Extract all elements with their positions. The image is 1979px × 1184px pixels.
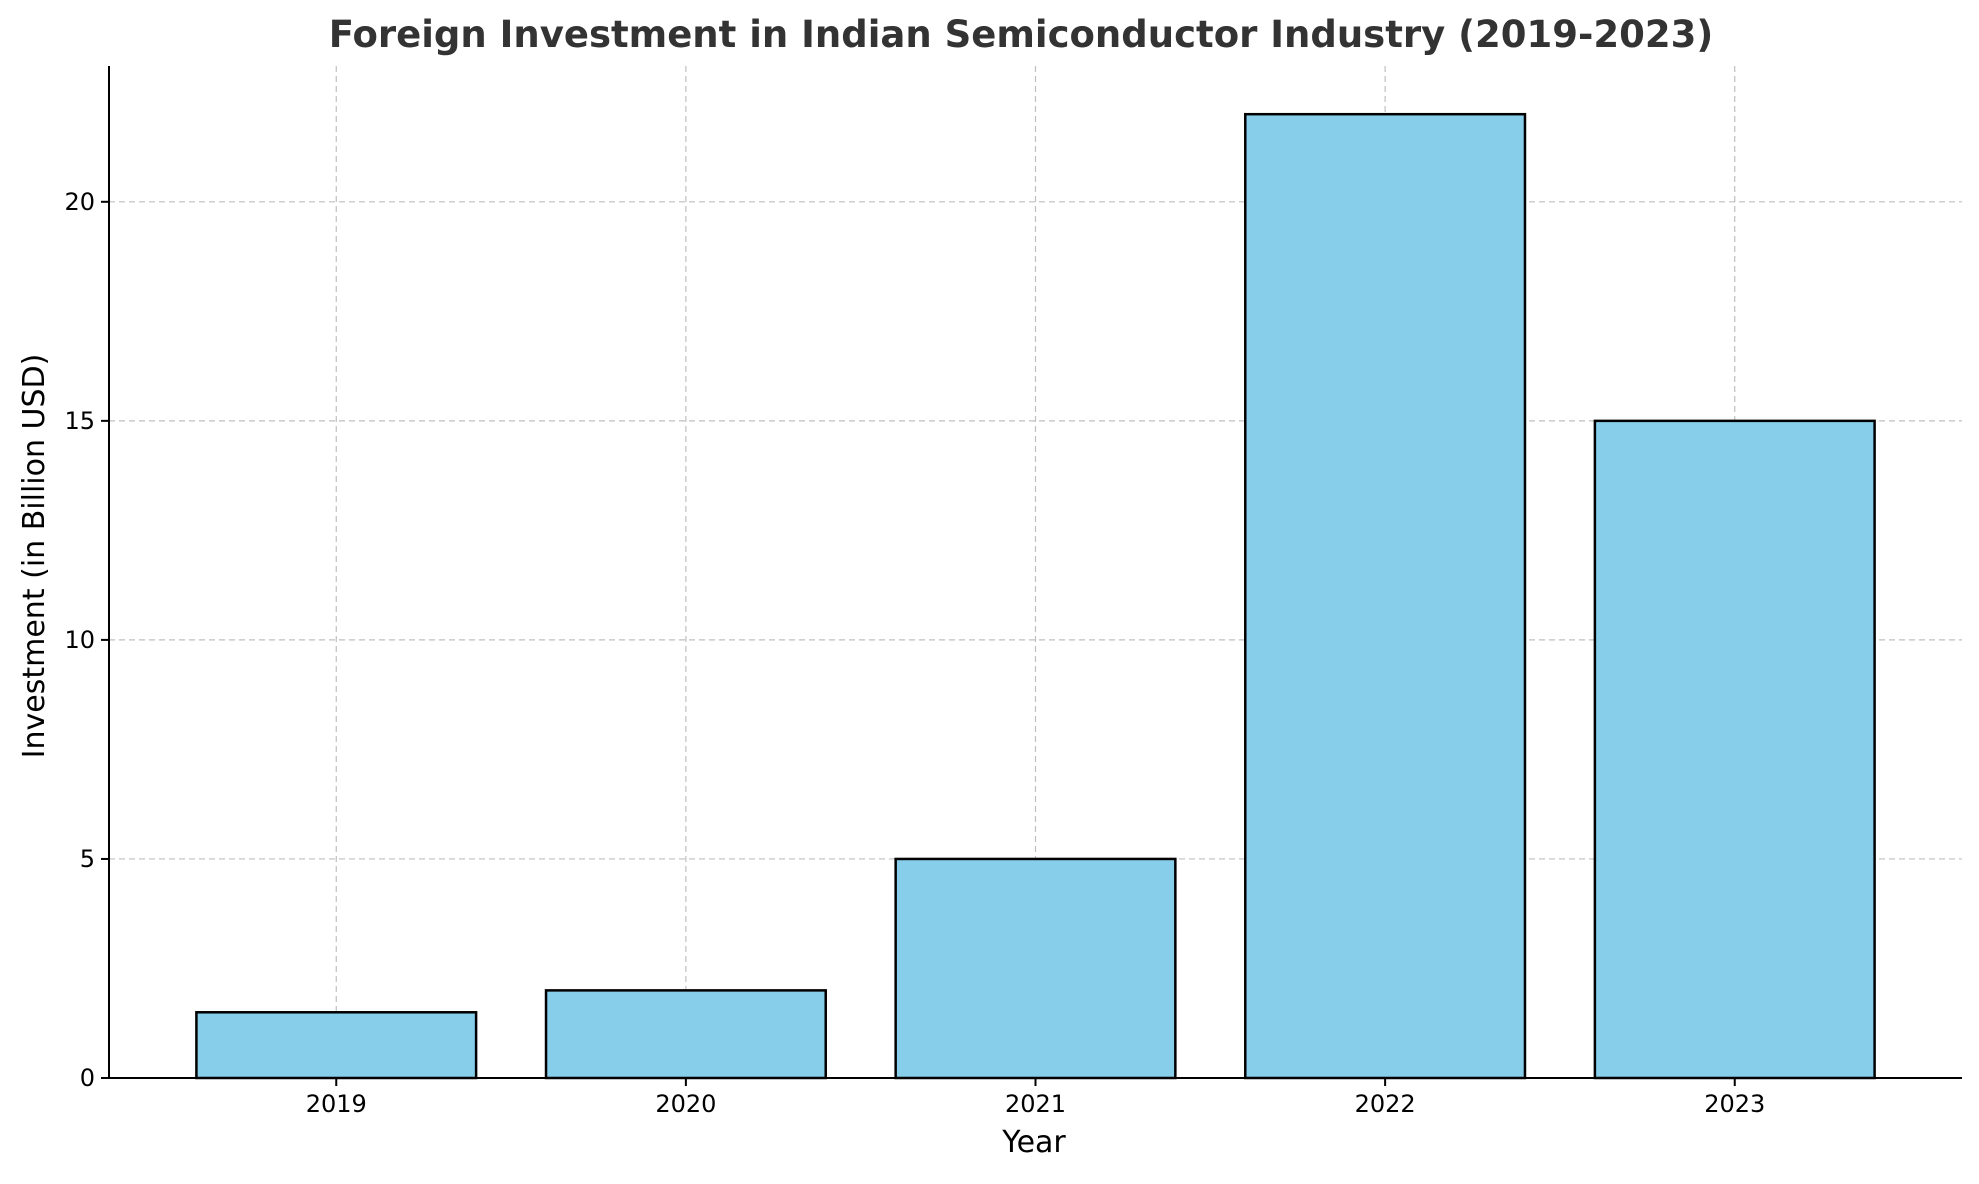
chart-title: Foreign Investment in Indian Semiconduct…	[329, 13, 1714, 56]
y-tick-label: 0	[80, 1064, 95, 1092]
bar	[1244, 112, 1527, 1080]
bar	[894, 857, 1177, 1080]
x-tick-label: 2020	[655, 1090, 716, 1118]
bar	[1593, 419, 1876, 1080]
tick-labels: 0 5 10 15 20 2019 2020 2021 2022 2023	[64, 188, 1765, 1118]
y-axis-label: Investment (in Billion USD)	[17, 354, 52, 759]
x-tick-label: 2022	[1355, 1090, 1416, 1118]
bars	[195, 112, 1876, 1080]
x-tick-label: 2023	[1704, 1090, 1765, 1118]
bar	[544, 989, 827, 1080]
bar	[195, 1011, 478, 1080]
axes	[101, 66, 1962, 1086]
x-tick-label: 2021	[1005, 1090, 1066, 1118]
y-tick-label: 20	[64, 188, 95, 216]
y-tick-label: 10	[64, 626, 95, 654]
x-axis-label: Year	[1001, 1125, 1066, 1160]
x-tick-label: 2019	[306, 1090, 367, 1118]
y-tick-label: 5	[80, 845, 95, 873]
y-tick-label: 15	[64, 407, 95, 435]
